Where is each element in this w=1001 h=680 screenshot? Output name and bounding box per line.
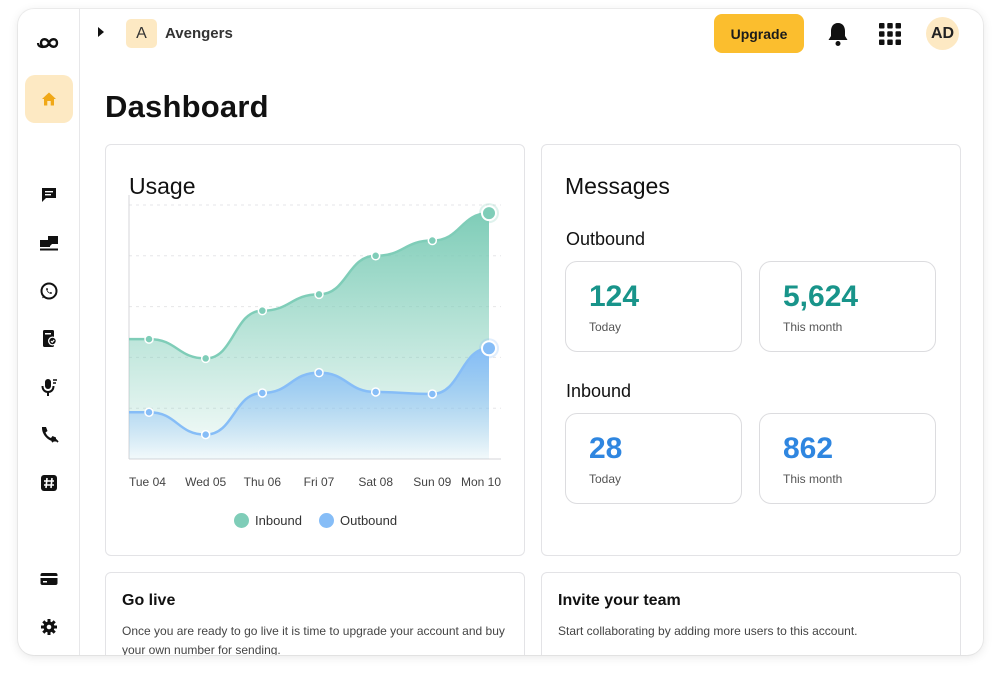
logo-icon[interactable] [25, 19, 73, 67]
contact-book-icon [43, 330, 57, 347]
sidebar-item-voice[interactable] [25, 363, 73, 411]
go-live-title: Go live [122, 592, 176, 609]
messages-card: Messages Outbound 124 Today 5,624 This m… [541, 144, 961, 556]
x-tick-label: Mon 10 [461, 475, 501, 489]
microphone-icon [41, 379, 57, 396]
data-point-inbound [370, 251, 381, 261]
sidebar-item-campaigns[interactable] [25, 219, 73, 267]
phone-icon [41, 427, 59, 443]
legend-dot-outbound [319, 513, 334, 528]
x-tick-label: Sun 09 [413, 475, 451, 489]
data-point-outbound [370, 387, 381, 397]
workspace-name[interactable]: Avengers [165, 25, 233, 42]
page-title: Dashboard [105, 89, 269, 124]
data-point-outbound [257, 388, 268, 398]
whatsapp-icon [40, 282, 58, 300]
outbound-month-value: 5,624 [783, 280, 859, 313]
inbound-today-value: 28 [589, 432, 623, 465]
go-live-text: Once you are ready to go live it is time… [122, 624, 505, 655]
invite-team-title: Invite your team [558, 592, 681, 609]
app-window: A Avengers Upgrade AD Dashboard Usage Tu… [18, 9, 983, 655]
notification-bell-icon[interactable] [826, 21, 850, 52]
data-point-inbound [427, 235, 438, 246]
inbound-month-label: This month [783, 472, 843, 486]
outbound-today-value: 124 [589, 280, 640, 313]
x-tick-label: Sat 08 [358, 475, 393, 489]
inbound-today-label: Today [589, 472, 622, 486]
x-tick-label: Fri 07 [304, 475, 335, 489]
data-point-inbound [200, 353, 211, 364]
outbound-heading: Outbound [566, 229, 646, 249]
data-point-inbound [314, 289, 324, 300]
inbound-month-stat: 862 This month [759, 413, 936, 504]
sidebar-item-numbers[interactable] [25, 459, 73, 507]
data-point-outbound [427, 389, 438, 399]
user-avatar[interactable]: AD [926, 17, 959, 50]
go-live-card: Go live Once you are ready to go live it… [105, 572, 525, 655]
outbound-month-stat: 5,624 This month [759, 261, 936, 352]
invite-team-text: Start collaborating by adding more users… [558, 624, 858, 638]
data-point-inbound [481, 205, 497, 222]
sidebar-item-billing[interactable] [25, 555, 73, 603]
sidebar-item-whatsapp[interactable] [25, 267, 73, 315]
apps-grid-icon[interactable] [878, 22, 902, 51]
legend-label-inbound: Inbound [255, 513, 302, 528]
sidebar-item-contacts[interactable] [25, 315, 73, 363]
x-tick-label: Thu 06 [244, 475, 282, 489]
workspace-avatar[interactable]: A [126, 19, 157, 48]
legend-item-inbound[interactable]: Inbound [234, 513, 302, 528]
usage-card: Usage Tue 04 Wed 05 Thu 06 Fri 07 Sat 08 Sun … [105, 144, 525, 556]
gear-icon [41, 619, 57, 635]
inbound-heading: Inbound [566, 381, 632, 401]
invite-team-card: Invite your team Start collaborating by … [541, 572, 961, 655]
legend-item-outbound[interactable]: Outbound [319, 513, 397, 528]
sidebar [18, 9, 80, 655]
outbound-month-label: This month [783, 320, 843, 334]
legend-label-outbound: Outbound [340, 513, 398, 528]
sidebar-item-calls[interactable] [25, 411, 73, 459]
data-point-outbound [481, 340, 497, 357]
data-point-outbound [200, 429, 211, 440]
outbound-today-stat: 124 Today [565, 261, 742, 352]
usage-chart: Tue 04 Wed 05 Thu 06 Fri 07 Sat 08 Sun 09 Mon … [128, 195, 501, 489]
sidebar-item-settings[interactable] [25, 603, 73, 651]
outbound-today-label: Today [589, 320, 622, 334]
sidebar-item-home[interactable] [25, 75, 73, 123]
usage-title: Usage [129, 173, 196, 199]
workspace-expand-caret-icon[interactable] [98, 27, 104, 37]
data-point-outbound [314, 367, 324, 378]
legend-dot-inbound [234, 513, 249, 528]
x-tick-label: Tue 04 [129, 475, 166, 489]
topbar: A Avengers Upgrade AD [80, 9, 983, 59]
x-tick-label: Wed 05 [185, 475, 226, 489]
inbox-icon [40, 236, 58, 251]
data-point-inbound [144, 334, 154, 344]
home-icon [42, 92, 56, 106]
messages-title: Messages [565, 173, 670, 199]
inbound-month-value: 862 [783, 432, 834, 465]
chat-icon [42, 188, 56, 202]
hashtag-icon [41, 475, 57, 491]
chart-legend: Inbound Outbound [234, 513, 414, 528]
data-point-outbound [144, 407, 154, 418]
sidebar-item-messages[interactable] [25, 171, 73, 219]
upgrade-button[interactable]: Upgrade [714, 14, 804, 53]
inbound-today-stat: 28 Today [565, 413, 742, 504]
data-point-inbound [257, 305, 268, 316]
credit-card-icon [40, 573, 58, 585]
